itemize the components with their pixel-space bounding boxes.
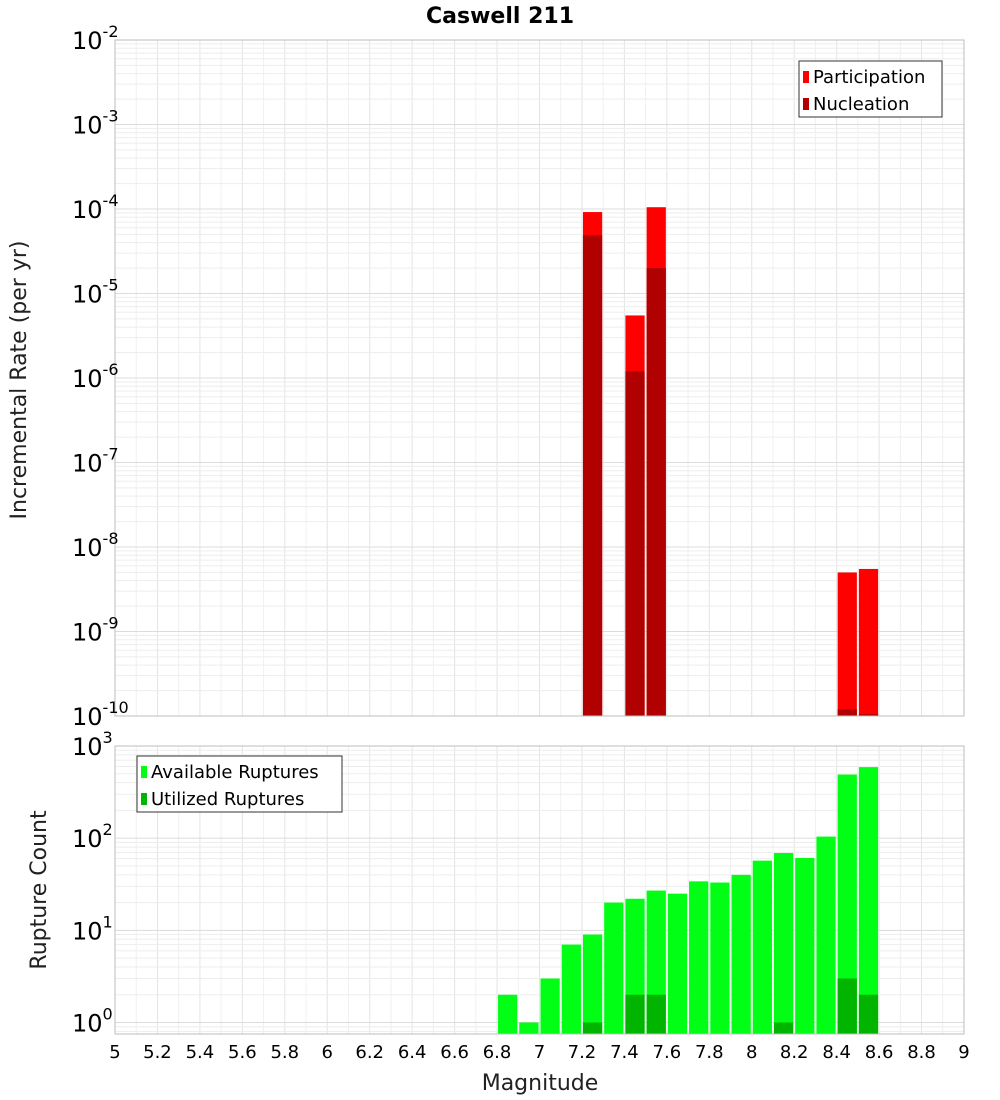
x-tick-label: 6.4 [398,1042,427,1063]
x-axis-label: Magnitude [482,1071,599,1096]
count-y-tick-labels: 103 102 101 100 [72,728,113,1037]
y-tick-label: 10-5 [72,276,119,309]
legend-box [136,755,343,813]
count-legend: Available Ruptures Utilized Ruptures [136,755,343,813]
legend-label: Available Ruptures [151,762,319,783]
rate-y-tick-labels: 10-2 10-3 10-4 10-5 10-6 10-7 10-8 10-9 10-10 [72,22,129,731]
rate-plot-frame [114,39,965,717]
y-tick-label: 103 [72,728,113,761]
x-tick-label: 9 [958,1042,969,1063]
y-tick-label: 10-9 [72,614,119,647]
rate-legend: Participation Nucleation [798,60,943,118]
x-tick-label: 7.8 [695,1042,724,1063]
legend-box [798,60,943,118]
utilized-bar [582,1022,603,1034]
y-tick-label: 10-10 [72,698,129,731]
legend-swatch [141,766,147,778]
available-bar [604,902,624,1034]
y-tick-label: 10-8 [72,529,119,562]
y-tick-label: 102 [72,820,113,853]
legend-swatch [803,98,809,110]
available-bar [773,853,794,1034]
x-tick-label: 8.4 [822,1042,851,1063]
y-tick-label: 101 [72,912,113,945]
y-tick-label: 10-3 [72,107,119,140]
legend-swatch [141,793,147,805]
x-tick-label: 7 [534,1042,545,1063]
available-bar [858,767,879,1034]
nucleation-bar [582,235,603,716]
x-tick-label: 5.6 [228,1042,257,1063]
available-bar [540,978,560,1034]
count-bars [498,767,879,1034]
x-tick-label: 6.6 [440,1042,469,1063]
participation-bar [837,572,857,716]
y-tick-label: 10-2 [72,22,119,55]
rate-grid [114,39,965,717]
available-bar [667,893,688,1034]
legend-label: Participation [813,67,925,88]
x-tick-label: 5.4 [186,1042,215,1063]
y-tick-label: 10-6 [72,360,119,393]
nucleation-bar [858,714,879,716]
bottom-y-axis-label: Rupture Count [27,810,52,970]
x-tick-label: 8.6 [865,1042,894,1063]
x-tick-label: 5.8 [270,1042,299,1063]
x-tick-label: 8 [746,1042,757,1063]
x-tick-label: 6 [322,1042,333,1063]
available-bar [582,934,603,1034]
top-y-axis-label: Incremental Rate (per yr) [7,241,32,520]
available-bar [731,874,751,1034]
rate-panel: 10-2 10-3 10-4 10-5 10-6 10-7 10-8 10-9 10-10 Par… [72,22,965,731]
chart-title: Caswell 211 [426,4,574,29]
x-tick-label: 8.8 [907,1042,936,1063]
nucleation-bar [837,709,857,716]
available-bar [561,944,581,1034]
utilized-bar [773,1022,794,1034]
y-tick-label: 100 [72,1004,113,1037]
count-plot-frame [114,745,965,1035]
x-tick-label: 7.2 [568,1042,597,1063]
x-tick-labels: 5 5.2 5.4 5.6 5.8 6 6.2 6.4 6.6 6.8 7 7.2 7.4 7.6 7.8 8… [109,1042,969,1063]
x-tick-label: 6.8 [483,1042,512,1063]
utilized-bar [625,994,645,1034]
utilized-bar [837,978,857,1034]
available-bar [710,882,730,1034]
participation-bar [858,568,879,716]
available-bar [498,994,518,1034]
count-panel: 103 102 101 100 Available Ruptures Utilized R… [72,728,965,1037]
x-tick-label: 5.2 [143,1042,172,1063]
x-tick-label: 5 [109,1042,120,1063]
utilized-bar [646,994,666,1034]
utilized-bar [858,994,879,1034]
legend-label: Nucleation [813,94,909,115]
available-bar [795,857,815,1034]
available-bar [816,836,836,1034]
available-bar [519,1022,539,1034]
x-tick-label: 6.2 [355,1042,384,1063]
available-bar [837,774,857,1034]
y-tick-label: 10-7 [72,445,119,478]
available-bar [752,860,772,1034]
legend-swatch [803,71,809,83]
legend-label: Utilized Ruptures [151,789,304,810]
x-tick-label: 7.4 [610,1042,639,1063]
nucleation-bar [625,371,645,716]
rate-bars [582,207,879,716]
nucleation-bar [646,268,666,716]
x-tick-label: 7.6 [653,1042,682,1063]
y-tick-label: 10-4 [72,191,119,224]
available-bar [689,881,709,1034]
x-tick-label: 8.2 [780,1042,809,1063]
